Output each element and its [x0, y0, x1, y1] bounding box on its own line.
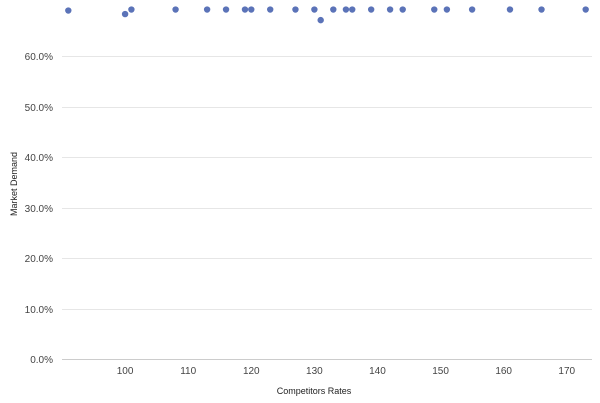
data-point: [342, 6, 350, 13]
x-axis-title: Competitors Rates: [277, 386, 352, 396]
data-point: [506, 6, 514, 13]
grid-lines: [62, 56, 592, 360]
x-tick-label: 120: [243, 366, 260, 377]
data-point: [317, 16, 324, 24]
y-tick-label: 40.0%: [25, 153, 53, 164]
x-tick-label: 160: [495, 366, 512, 377]
x-tick-label: 150: [432, 366, 449, 377]
data-point: [349, 6, 356, 13]
data-point: [128, 6, 135, 13]
data-point: [443, 6, 451, 13]
data-point: [367, 6, 375, 13]
data-point: [386, 6, 394, 13]
data-point: [538, 6, 545, 13]
data-point: [222, 6, 230, 13]
data-points: [65, 6, 589, 24]
y-axis-ticks: 0.0% 10.0% 20.0% 30.0% 40.0% 50.0% 60.0%: [25, 52, 53, 366]
data-point: [267, 6, 274, 13]
x-tick-label: 100: [117, 366, 134, 377]
x-tick-label: 130: [306, 366, 323, 377]
y-tick-label: 60.0%: [25, 52, 53, 63]
y-tick-label: 30.0%: [25, 204, 53, 215]
y-tick-label: 10.0%: [25, 305, 53, 316]
data-point: [172, 6, 179, 13]
data-point: [121, 10, 129, 18]
y-tick-label: 20.0%: [25, 254, 53, 265]
data-point: [248, 6, 255, 13]
data-point: [330, 6, 337, 13]
data-point: [582, 6, 589, 13]
data-point: [241, 6, 249, 13]
data-point: [399, 6, 406, 13]
x-tick-label: 110: [180, 366, 196, 377]
y-tick-label: 0.0%: [30, 355, 53, 366]
data-point: [431, 6, 438, 13]
y-axis-title: Market Demand: [9, 152, 19, 216]
x-tick-label: 170: [558, 366, 575, 377]
data-point: [203, 6, 211, 13]
x-tick-label: 140: [369, 366, 386, 377]
y-tick-label: 50.0%: [25, 103, 53, 114]
data-point: [292, 6, 299, 13]
data-point: [468, 6, 476, 13]
data-point: [311, 6, 318, 13]
x-axis-ticks: 100 110 120 130 140 150 160 170: [117, 366, 576, 377]
data-point: [65, 7, 72, 14]
